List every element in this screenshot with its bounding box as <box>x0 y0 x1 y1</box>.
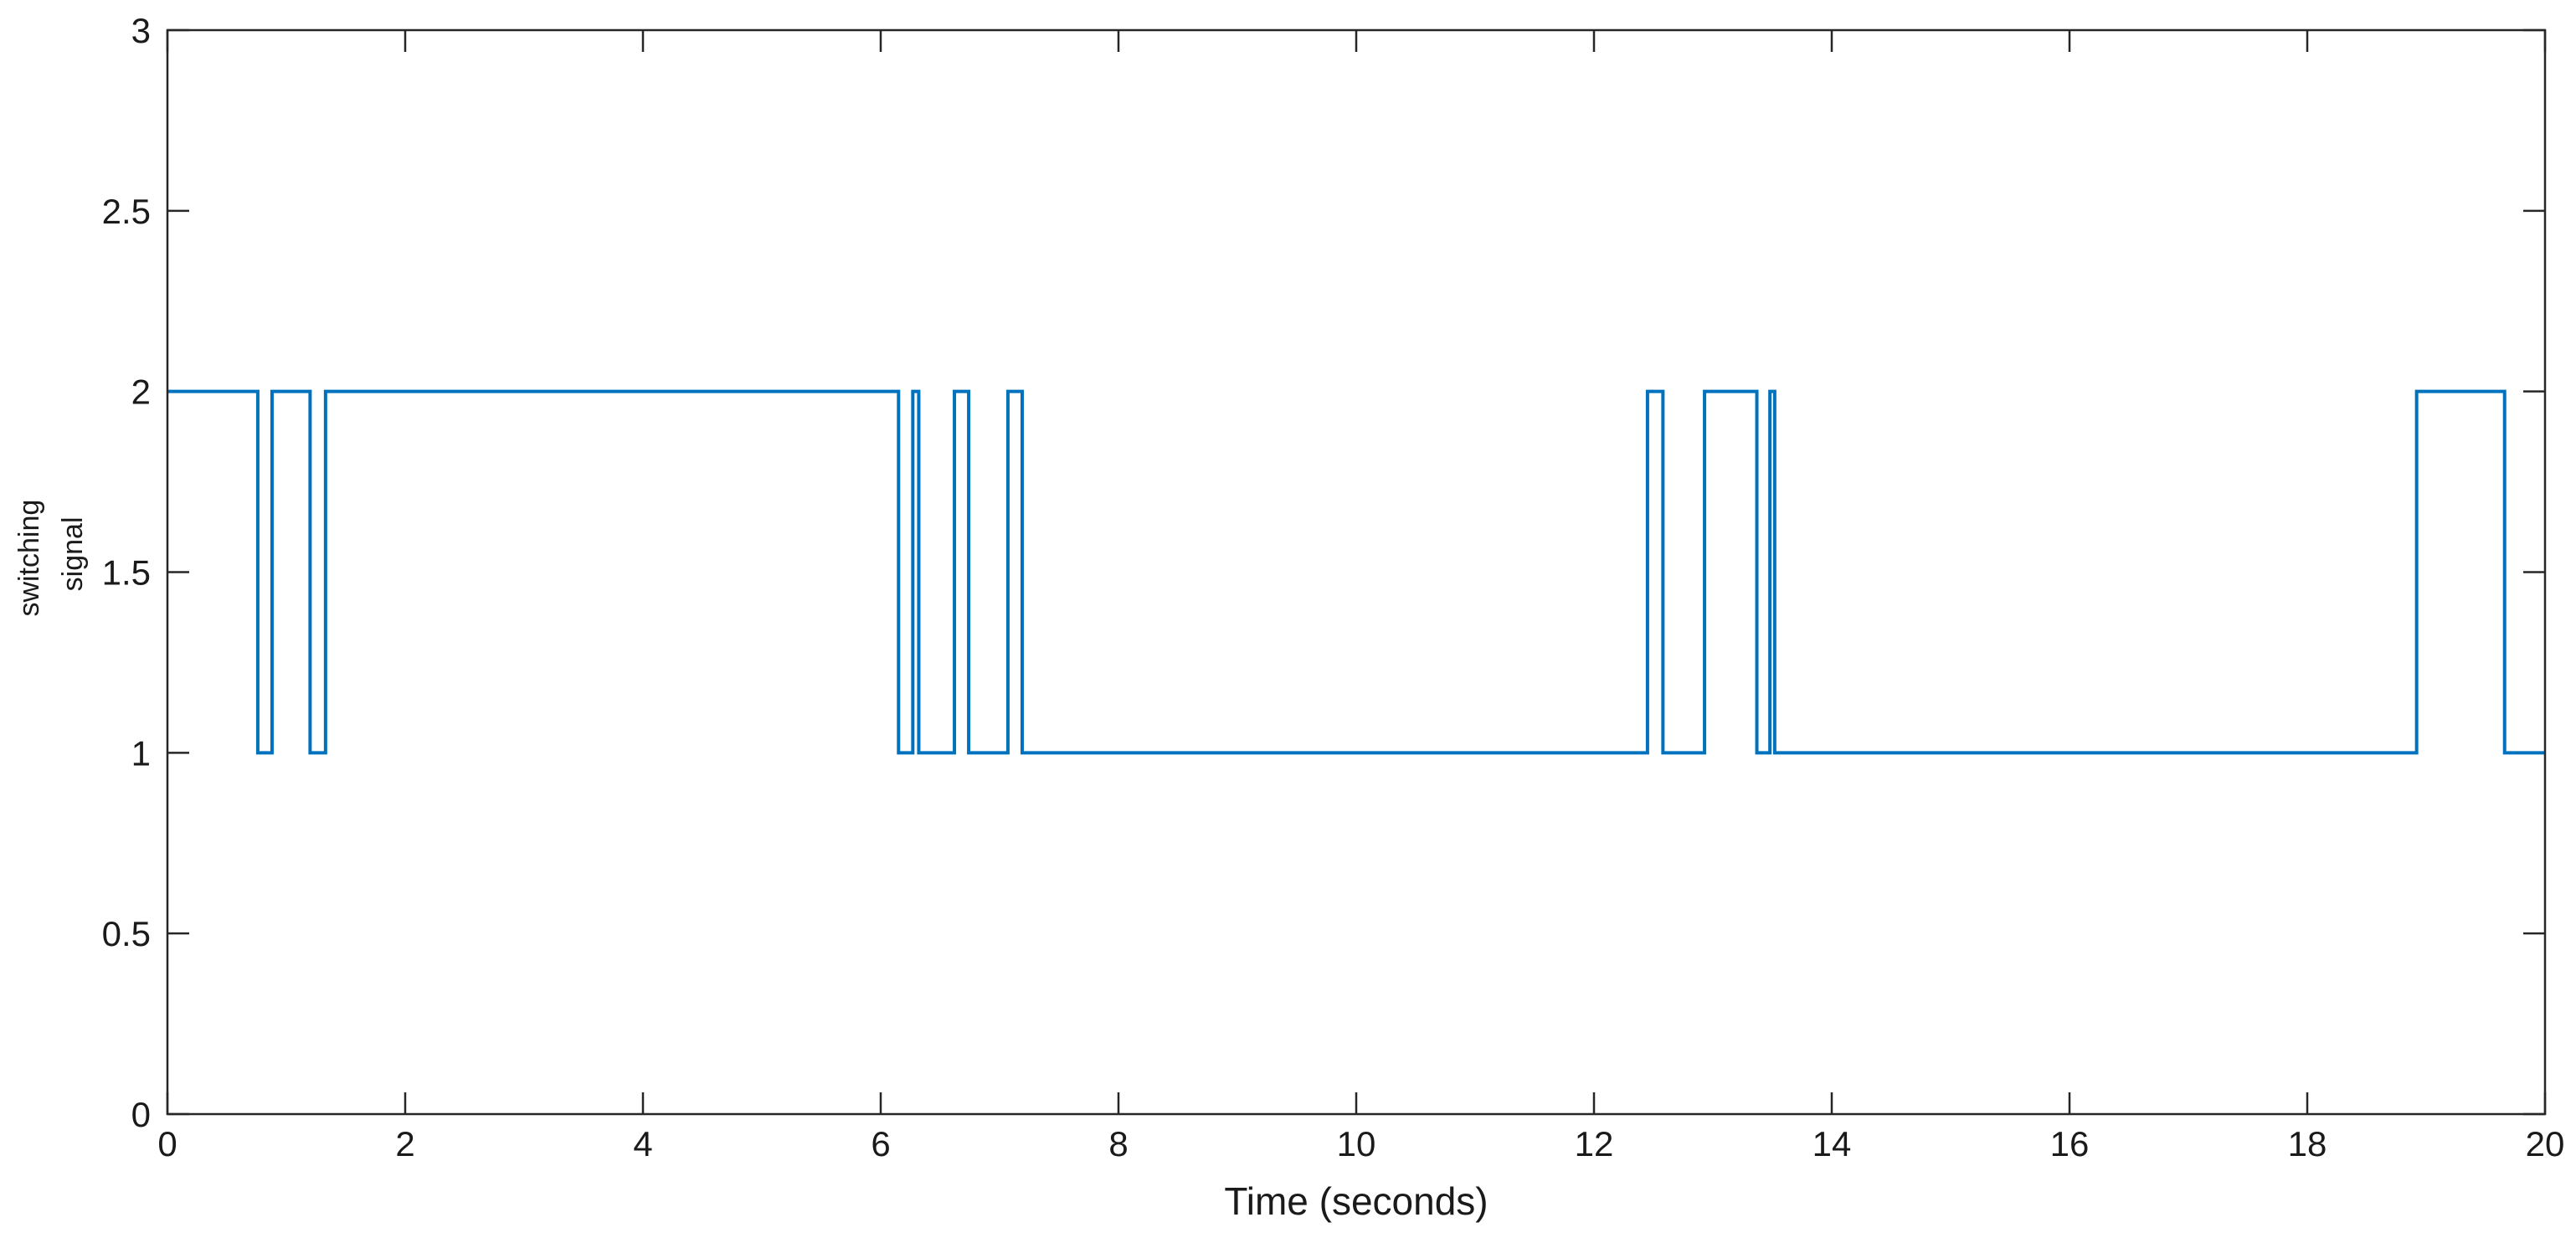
plot-frame <box>166 28 2547 1116</box>
series-line <box>167 389 2545 755</box>
y-tick-label: 1 <box>131 733 151 773</box>
x-tick-label: 4 <box>633 1124 652 1163</box>
x-tick-label: 20 <box>2526 1124 2565 1163</box>
x-tick-label: 16 <box>2050 1124 2090 1163</box>
y-tick-labels: 0 0.5 1 1.5 2 2.5 3 <box>102 11 151 1134</box>
x-axis-title: Time (seconds) <box>1224 1179 1488 1223</box>
x-tick-label: 8 <box>1108 1124 1128 1163</box>
x-tick-label: 2 <box>395 1124 414 1163</box>
x-tick-label: 18 <box>2288 1124 2327 1163</box>
y-tick-label: 0.5 <box>102 914 151 953</box>
y-tick-label: 0 <box>131 1095 151 1134</box>
y-axis-title: switching signal <box>13 491 89 616</box>
x-tick-label: 0 <box>157 1124 177 1163</box>
x-tick-label: 10 <box>1337 1124 1376 1163</box>
y-tick-label: 2.5 <box>102 192 151 231</box>
x-tick-label: 12 <box>1575 1124 1614 1163</box>
series-layer <box>167 389 2545 755</box>
y-tick-label: 2 <box>131 372 151 412</box>
y-axis-title-line-1: switching <box>13 500 45 617</box>
y-axis-title-line-2: signal <box>57 516 89 591</box>
x-tick-labels: 0 2 4 6 8 10 12 14 16 18 20 <box>157 1124 2564 1163</box>
y-tick-label: 1.5 <box>102 553 151 593</box>
y-tick-label: 3 <box>131 11 151 50</box>
x-tick-label: 14 <box>1812 1124 1852 1163</box>
x-tick-label: 6 <box>871 1124 890 1163</box>
